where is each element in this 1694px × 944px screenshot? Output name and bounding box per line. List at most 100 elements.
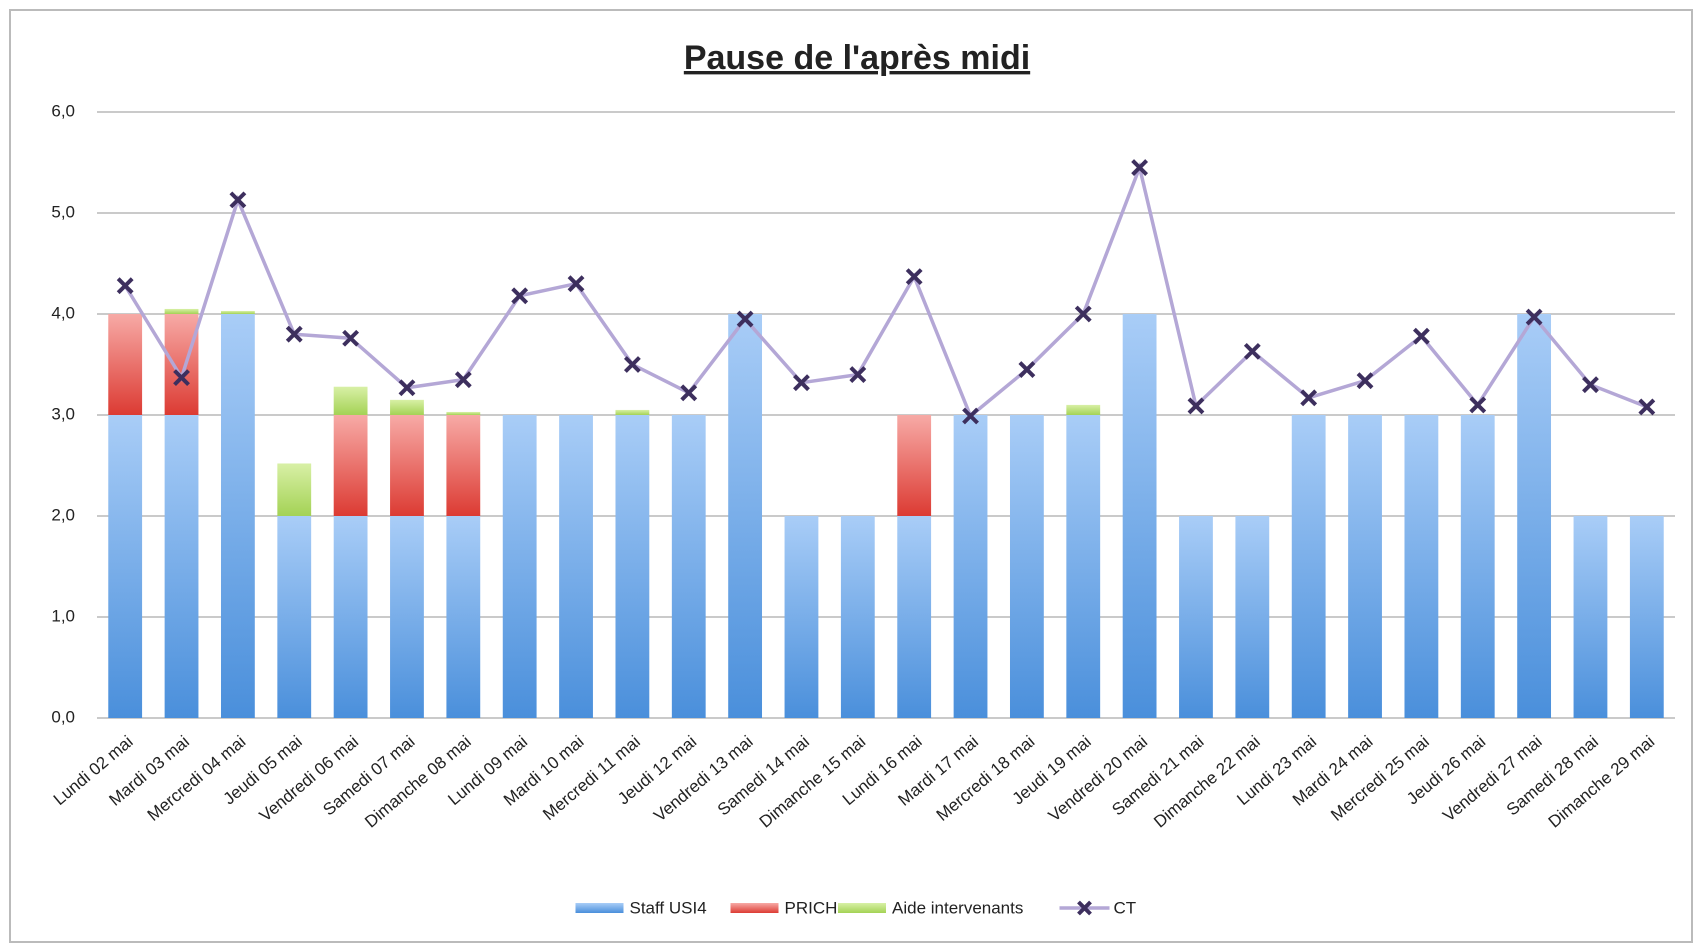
x-tick-label: Vendredi 13 mai [650, 732, 756, 826]
bar-segment [1573, 516, 1608, 718]
bar-segment [671, 415, 706, 718]
chart-title: Pause de l'après midi [684, 39, 1030, 77]
x-marker [229, 191, 247, 209]
x-tick-label: Dimanche 29 mai [1545, 732, 1659, 832]
x-marker [1356, 372, 1374, 390]
x-tick-label: Mercredi 25 mai [1327, 732, 1433, 825]
bar-segment [164, 308, 199, 314]
legend-label: CT [1114, 898, 1137, 917]
bar-segment [1348, 415, 1382, 718]
y-tick-label: 0,0 [51, 707, 75, 726]
x-tick-label: Dimanche 08 mai [361, 732, 475, 832]
x-tick-label: Vendredi 06 mai [256, 732, 362, 826]
line-series [123, 161, 1648, 419]
x-tick-label: Dimanche 22 mai [1150, 732, 1264, 832]
legend-label: Staff USI4 [630, 898, 707, 917]
x-marker [173, 369, 190, 387]
bar-segment [897, 415, 932, 516]
bar-segment [953, 415, 988, 718]
x-marker [1131, 159, 1149, 176]
bar-segment [108, 314, 143, 415]
bar-segment [1404, 415, 1439, 718]
x-tick-label: Mercredi 11 mai [539, 732, 644, 824]
bar-segment [333, 386, 368, 415]
x-marker [1074, 305, 1092, 323]
x-marker [454, 371, 472, 389]
bar-segment [164, 415, 199, 718]
bar-segment [559, 415, 593, 718]
bar-segment [1235, 516, 1270, 718]
bar-segment [1517, 314, 1552, 718]
y-tick-label: 5,0 [51, 202, 75, 221]
x-tick-label: Vendredi 20 mai [1045, 732, 1151, 826]
bar-segment [784, 516, 819, 718]
bar-segment [446, 415, 481, 516]
bar-segment [1291, 415, 1326, 718]
bar-segment [840, 516, 875, 718]
x-tick-label: Dimanche 15 mai [756, 732, 870, 832]
x-marker [1018, 361, 1036, 378]
x-marker [1469, 396, 1487, 414]
legend-label: Aide intervenants [892, 898, 1023, 917]
x-marker [511, 287, 529, 305]
x-tick-label: Mercredi 18 mai [933, 732, 1039, 825]
bar-segment [1009, 415, 1044, 718]
x-marker [1638, 398, 1656, 416]
x-marker [398, 379, 416, 397]
x-marker [116, 277, 134, 295]
x-marker [962, 407, 979, 425]
bar-segment [390, 516, 424, 718]
bar-segment [108, 415, 143, 718]
x-marker [623, 356, 641, 373]
bar-segment [446, 516, 481, 718]
x-marker [567, 275, 585, 293]
bar-segment [446, 411, 481, 415]
x-marker [1582, 376, 1599, 394]
x-tick-label: Vendredi 27 mai [1439, 732, 1545, 826]
bar-segment [1122, 314, 1157, 718]
bar-segment [390, 415, 424, 516]
x-marker [1187, 397, 1205, 415]
y-tick-label: 4,0 [51, 303, 75, 322]
bar-segment [390, 399, 424, 415]
x-marker [905, 268, 923, 286]
bar-segment [333, 415, 368, 516]
legend-swatch [1077, 900, 1092, 916]
x-tick-label: Mercredi 04 mai [144, 732, 250, 825]
bar-segment [1629, 516, 1664, 718]
bar-segment [1179, 516, 1213, 718]
bar-segment [333, 516, 368, 718]
x-marker [1243, 342, 1261, 360]
x-marker [736, 310, 754, 328]
bar-segment [277, 463, 312, 516]
x-marker [793, 374, 810, 392]
legend-swatch [730, 903, 779, 913]
legend-swatch [575, 903, 624, 913]
bar-segment [277, 516, 312, 718]
legend-label: PRICH [785, 898, 838, 917]
bar-segment [728, 314, 763, 718]
frame [9, 9, 1693, 943]
x-marker [1300, 389, 1318, 407]
bar-segment [897, 516, 932, 718]
x-marker [1525, 308, 1543, 326]
bar-segment [1066, 415, 1101, 718]
x-marker [680, 384, 698, 402]
y-tick-label: 1,0 [51, 606, 75, 625]
bar-segment [220, 310, 255, 314]
x-marker [1412, 327, 1430, 345]
x-marker [285, 325, 303, 343]
y-tick-label: 6,0 [51, 101, 75, 120]
bar-segment [1460, 415, 1495, 718]
bar-segment [1066, 404, 1101, 415]
bar-segment [615, 415, 650, 718]
x-marker [849, 366, 867, 384]
y-tick-label: 2,0 [51, 505, 75, 524]
y-tick-label: 3,0 [51, 404, 75, 423]
bar-segment [220, 314, 255, 718]
legend-swatch [838, 903, 886, 913]
bar-segment [615, 409, 650, 415]
bar-segment [502, 415, 537, 718]
bar-segment [164, 314, 199, 415]
x-marker [342, 329, 360, 347]
